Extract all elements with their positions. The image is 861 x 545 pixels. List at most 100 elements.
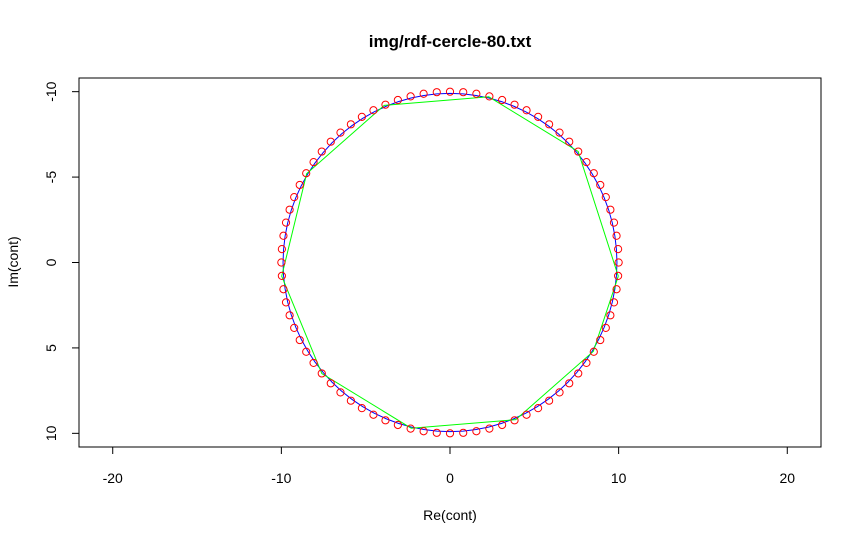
data-point <box>555 388 564 397</box>
y-tick-label: 5 <box>43 344 59 352</box>
data-point <box>596 335 605 345</box>
data-point <box>589 347 598 356</box>
data-point <box>445 429 455 438</box>
data-point <box>614 258 623 267</box>
x-axis-label: Re(cont) <box>423 507 477 523</box>
data-point <box>589 169 598 178</box>
data-point <box>601 193 610 202</box>
data-point <box>290 193 299 202</box>
data-point <box>565 137 574 146</box>
data-point <box>498 420 507 430</box>
data-point <box>419 89 428 98</box>
data-point <box>295 180 304 190</box>
data-point <box>279 231 288 240</box>
data-point <box>381 416 390 425</box>
data-point <box>290 323 299 332</box>
data-point <box>485 92 494 101</box>
data-point <box>346 120 355 129</box>
data-point <box>614 244 623 254</box>
data-point <box>534 112 543 121</box>
data-point <box>510 416 519 425</box>
data-point <box>406 424 415 433</box>
data-point <box>309 157 318 167</box>
data-point <box>406 92 415 101</box>
data-point <box>336 128 345 137</box>
data-point <box>609 298 619 307</box>
data-point <box>459 428 468 437</box>
data-point <box>277 258 286 267</box>
data-point <box>612 231 621 240</box>
data-point <box>472 89 481 98</box>
x-tick-label: 10 <box>611 470 627 486</box>
data-point <box>277 271 286 281</box>
data-point <box>317 369 326 378</box>
y-axis-label: Im(cont) <box>5 236 21 287</box>
data-point <box>432 428 441 437</box>
data-point <box>574 369 583 378</box>
data-point <box>606 205 615 214</box>
x-tick-label: 0 <box>446 470 454 486</box>
y-tick-label: 0 <box>43 258 59 266</box>
data-point <box>326 137 335 146</box>
y-tick-label: -5 <box>43 171 59 184</box>
data-point <box>510 100 519 109</box>
data-point <box>326 379 335 388</box>
data-point <box>357 404 366 413</box>
data-point <box>369 106 378 115</box>
data-point <box>393 95 402 105</box>
data-point <box>522 106 531 115</box>
data-point <box>285 205 294 214</box>
polygon-line <box>281 96 619 429</box>
data-point <box>472 427 481 436</box>
data-point <box>309 358 318 368</box>
x-tick-label: -10 <box>271 470 291 486</box>
data-point <box>336 388 345 397</box>
data-point <box>277 244 286 254</box>
data-point <box>601 323 610 332</box>
data-point <box>609 218 619 227</box>
data-point <box>555 128 564 137</box>
data-point <box>302 347 311 356</box>
data-point <box>381 100 390 109</box>
data-point <box>582 358 591 368</box>
data-point <box>459 88 468 97</box>
data-point <box>445 87 455 96</box>
data-point <box>485 424 494 433</box>
chart-title: img/rdf-cercle-80.txt <box>369 32 532 51</box>
data-point <box>432 88 441 97</box>
plot-area <box>277 87 623 438</box>
y-tick-label: -10 <box>43 81 59 101</box>
data-point <box>393 420 402 430</box>
data-point <box>596 180 605 190</box>
data-point <box>281 218 291 227</box>
data-point <box>606 311 615 320</box>
y-axis: -10 -5 0 5 10 <box>43 81 80 441</box>
data-point <box>614 271 623 281</box>
y-tick-label: 10 <box>43 425 59 441</box>
data-point <box>281 298 291 307</box>
data-point <box>295 335 304 345</box>
x-axis: -20 -10 0 10 20 <box>103 446 795 486</box>
data-point <box>346 396 355 405</box>
plot-frame <box>78 77 822 448</box>
contour-line <box>282 92 618 433</box>
data-point <box>545 120 554 129</box>
data-point <box>285 311 294 320</box>
data-point <box>419 427 428 436</box>
data-point <box>545 396 554 405</box>
data-point <box>522 410 531 419</box>
data-point <box>612 285 621 294</box>
data-point <box>302 169 311 178</box>
data-point <box>369 410 378 419</box>
data-point <box>574 147 583 156</box>
data-point <box>582 157 591 167</box>
data-point <box>317 147 326 156</box>
data-point <box>534 404 543 413</box>
x-tick-label: 20 <box>779 470 795 486</box>
data-point <box>498 95 507 105</box>
data-point <box>565 379 574 388</box>
data-point <box>357 112 366 121</box>
x-tick-label: -20 <box>103 470 123 486</box>
data-point <box>279 285 288 294</box>
